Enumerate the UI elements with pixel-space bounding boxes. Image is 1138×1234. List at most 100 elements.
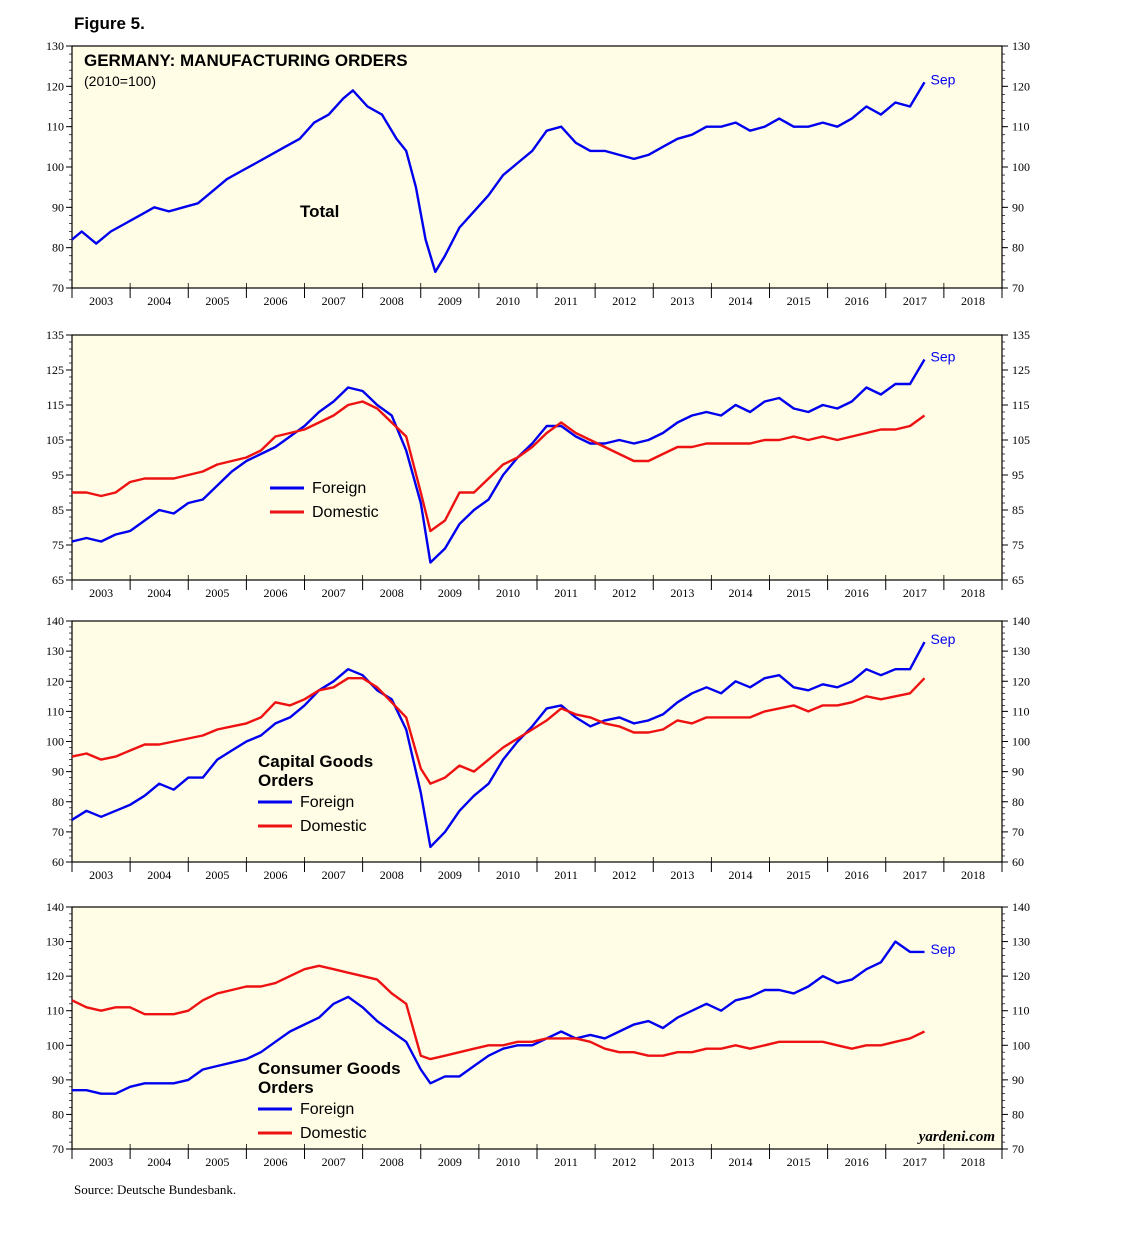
y-tick-label-left: 80 — [52, 795, 64, 809]
x-year-label: 2015 — [787, 1155, 811, 1169]
y-tick-label-left: 90 — [52, 200, 64, 214]
x-year-label: 2011 — [554, 586, 578, 600]
y-tick-label-right: 60 — [1012, 855, 1024, 869]
y-tick-label-right: 130 — [1012, 644, 1030, 658]
x-year-label: 2011 — [554, 294, 578, 308]
y-tick-label-right: 75 — [1012, 538, 1024, 552]
y-tick-label-left: 80 — [52, 1107, 64, 1121]
y-tick-label-right: 70 — [1012, 825, 1024, 839]
x-year-label: 2004 — [147, 586, 171, 600]
y-tick-label-left: 90 — [52, 765, 64, 779]
plot-area — [71, 906, 1003, 1150]
chart-subtitle: (2010=100) — [84, 73, 156, 89]
y-tick-label-right: 90 — [1012, 1073, 1024, 1087]
end-label: Sep — [931, 941, 956, 957]
y-tick-label-left: 80 — [52, 241, 64, 255]
y-tick-label-right: 110 — [1012, 704, 1030, 718]
y-tick-label-right: 100 — [1012, 735, 1030, 749]
legend-label-domestic: Domestic — [300, 818, 367, 835]
y-tick-label-right: 90 — [1012, 765, 1024, 779]
x-year-label: 2004 — [147, 868, 171, 882]
x-year-label: 2010 — [496, 868, 520, 882]
x-year-label: 2005 — [205, 868, 229, 882]
legend-title: Orders — [258, 771, 314, 790]
series-line-domestic — [72, 400, 926, 533]
x-year-label: 2012 — [612, 1155, 636, 1169]
end-label: Sep — [931, 71, 956, 87]
chart-panel-2: 65 65 75 75 85 85 95 95 105 105 115 115 125 125 135 135… — [46, 328, 1030, 600]
y-tick-label-left: 100 — [46, 1038, 64, 1052]
x-year-label: 2006 — [263, 586, 287, 600]
y-tick-label-left: 130 — [46, 644, 64, 658]
legend-label-foreign: Foreign — [312, 480, 366, 497]
y-tick-label-right: 90 — [1012, 200, 1024, 214]
y-tick-label-right: 130 — [1012, 39, 1030, 53]
y-tick-label-right: 120 — [1012, 674, 1030, 688]
chart-panel-4: 70 70 80 80 90 90 100 100 110 110 120 120 130 130 140 1… — [46, 900, 1030, 1169]
figure-label: Figure 5. — [74, 14, 145, 33]
y-tick-label-left: 140 — [46, 900, 64, 914]
y-tick-label-left: 70 — [52, 1142, 64, 1156]
chart-panel-1: 70 70 80 80 90 90 100 100 110 110 120 120 130 130 2003… — [46, 39, 1030, 308]
y-tick-label-right: 125 — [1012, 363, 1030, 377]
y-tick-label-right: 70 — [1012, 281, 1024, 295]
x-year-label: 2005 — [205, 586, 229, 600]
x-year-label: 2013 — [670, 1155, 694, 1169]
watermark: yardeni.com — [917, 1129, 995, 1145]
y-tick-label-right: 65 — [1012, 573, 1024, 587]
end-label: Sep — [931, 349, 956, 365]
y-tick-label-left: 115 — [46, 398, 64, 412]
x-year-label: 2006 — [263, 868, 287, 882]
x-year-label: 2018 — [961, 586, 985, 600]
y-tick-label-left: 90 — [52, 1073, 64, 1087]
series-annotation: Total — [300, 202, 339, 221]
x-year-label: 2012 — [612, 294, 636, 308]
x-year-label: 2008 — [380, 586, 404, 600]
y-tick-label-left: 75 — [52, 538, 64, 552]
x-year-label: 2017 — [903, 294, 927, 308]
x-year-label: 2004 — [147, 294, 171, 308]
x-year-label: 2014 — [728, 1155, 752, 1169]
chart-title: GERMANY: MANUFACTURING ORDERS — [84, 51, 408, 70]
x-year-label: 2016 — [845, 586, 869, 600]
x-year-label: 2008 — [380, 868, 404, 882]
series-line-domestic — [71, 964, 926, 1061]
end-label: Sep — [931, 631, 956, 647]
y-tick-label-left: 105 — [46, 433, 64, 447]
source-note: Source: Deutsche Bundesbank. — [74, 1182, 237, 1197]
plot-area — [71, 45, 1003, 289]
x-year-label: 2007 — [322, 294, 346, 308]
y-tick-label-left: 70 — [52, 825, 64, 839]
x-year-label: 2014 — [728, 294, 752, 308]
plot-area — [71, 620, 1003, 863]
y-tick-label-left: 130 — [46, 935, 64, 949]
series-line-foreign — [72, 940, 925, 1095]
x-year-label: 2017 — [903, 586, 927, 600]
x-year-label: 2009 — [438, 294, 462, 308]
x-year-label: 2007 — [322, 868, 346, 882]
x-year-label: 2009 — [438, 1155, 462, 1169]
y-tick-label-left: 100 — [46, 735, 64, 749]
series-line-total — [71, 81, 926, 274]
y-tick-label-right: 140 — [1012, 900, 1030, 914]
x-year-label: 2003 — [89, 1155, 113, 1169]
y-tick-label-right: 135 — [1012, 328, 1030, 342]
x-year-label: 2008 — [380, 1155, 404, 1169]
x-year-label: 2005 — [205, 1155, 229, 1169]
y-tick-label-left: 125 — [46, 363, 64, 377]
x-year-label: 2018 — [961, 868, 985, 882]
y-tick-label-left: 100 — [46, 160, 64, 174]
legend-title: Orders — [258, 1078, 314, 1097]
x-year-label: 2015 — [787, 586, 811, 600]
x-year-label: 2012 — [612, 586, 636, 600]
y-tick-label-left: 85 — [52, 503, 64, 517]
y-tick-label-left: 120 — [46, 674, 64, 688]
x-year-label: 2018 — [961, 294, 985, 308]
x-year-label: 2013 — [670, 868, 694, 882]
y-tick-label-left: 65 — [52, 573, 64, 587]
x-year-label: 2003 — [89, 868, 113, 882]
y-tick-label-right: 110 — [1012, 120, 1030, 134]
series-line-foreign — [71, 358, 926, 564]
x-year-label: 2003 — [89, 586, 113, 600]
y-tick-label-right: 80 — [1012, 795, 1024, 809]
